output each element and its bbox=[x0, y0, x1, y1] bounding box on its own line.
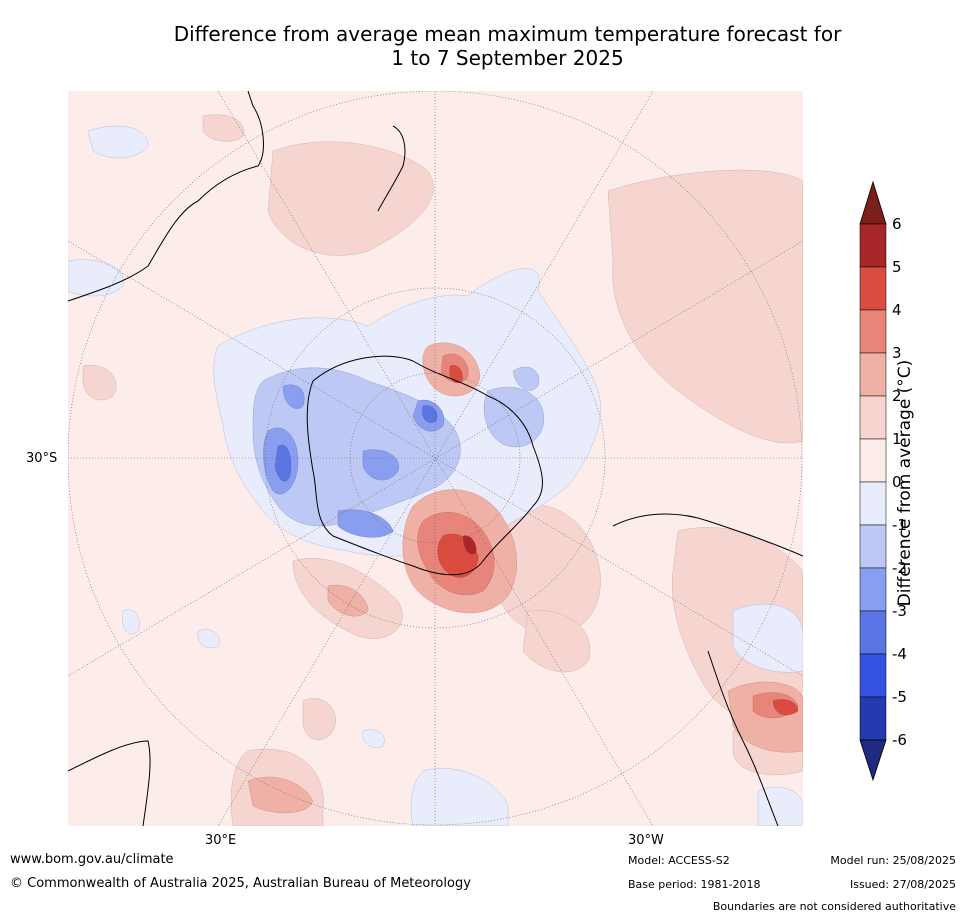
lon-label-30e: 30°E bbox=[205, 833, 237, 848]
colorbar: 6 5 4 3 2 1 0 -1 -2 -3 -4 -5 -6 bbox=[859, 180, 907, 782]
new-zealand-coast bbox=[377, 125, 406, 212]
tick-m5: -5 bbox=[892, 688, 907, 706]
tick-4: 4 bbox=[892, 301, 902, 319]
antarctica-coast bbox=[306, 355, 543, 576]
website-link[interactable]: www.bom.gov.au/climate bbox=[10, 852, 174, 867]
tick-5: 5 bbox=[892, 258, 902, 276]
graticule bbox=[68, 91, 803, 826]
model-text: Model: ACCESS-S2 bbox=[628, 854, 730, 867]
colorbar-under-triangle bbox=[859, 739, 887, 782]
tick-1: 1 bbox=[892, 430, 902, 448]
title-line-2: 1 to 7 September 2025 bbox=[391, 46, 624, 70]
issued-text: Issued: 27/08/2025 bbox=[849, 878, 956, 891]
map-title: Difference from average mean maximum tem… bbox=[0, 22, 965, 70]
coastlines bbox=[68, 91, 803, 826]
temperature-anomaly-map bbox=[68, 91, 803, 826]
tick-6: 6 bbox=[892, 215, 902, 233]
anomaly-minus-2-to-minus-1 bbox=[252, 366, 544, 527]
copyright-text: © Commonwealth of Australia 2025, Austra… bbox=[10, 876, 471, 891]
lat-label-30s: 30°S bbox=[26, 451, 58, 466]
tick-m6: -6 bbox=[892, 731, 907, 749]
anomaly-5-to-6 bbox=[463, 535, 477, 555]
tick-m4: -4 bbox=[892, 645, 907, 663]
tick-m1: -1 bbox=[892, 516, 907, 534]
tick-2: 2 bbox=[892, 387, 902, 405]
base-period-text: Base period: 1981-2018 bbox=[628, 878, 761, 891]
australia-coast bbox=[68, 91, 264, 302]
disclaimer-text: Boundaries are not considered authoritat… bbox=[712, 900, 956, 913]
africa-coast bbox=[68, 740, 151, 826]
model-run-text: Model run: 25/08/2025 bbox=[830, 854, 956, 867]
title-line-1: Difference from average mean maximum tem… bbox=[173, 22, 842, 46]
colorbar-over-triangle bbox=[859, 180, 887, 225]
south-america-coast bbox=[612, 513, 803, 557]
tick-0: 0 bbox=[892, 473, 902, 491]
colorbar-segments bbox=[859, 223, 887, 741]
anomaly-minus-4-to-minus-3 bbox=[274, 405, 438, 482]
south-africa-east-coast bbox=[707, 650, 779, 826]
tick-m3: -3 bbox=[892, 602, 907, 620]
colorbar-ticks: 6 5 4 3 2 1 0 -1 -2 -3 -4 -5 -6 bbox=[892, 215, 907, 749]
tick-m2: -2 bbox=[892, 559, 907, 577]
tick-3: 3 bbox=[892, 344, 902, 362]
colorbar-label: Difference from average (°C) bbox=[895, 359, 915, 607]
lon-label-30w: 30°W bbox=[628, 833, 664, 848]
